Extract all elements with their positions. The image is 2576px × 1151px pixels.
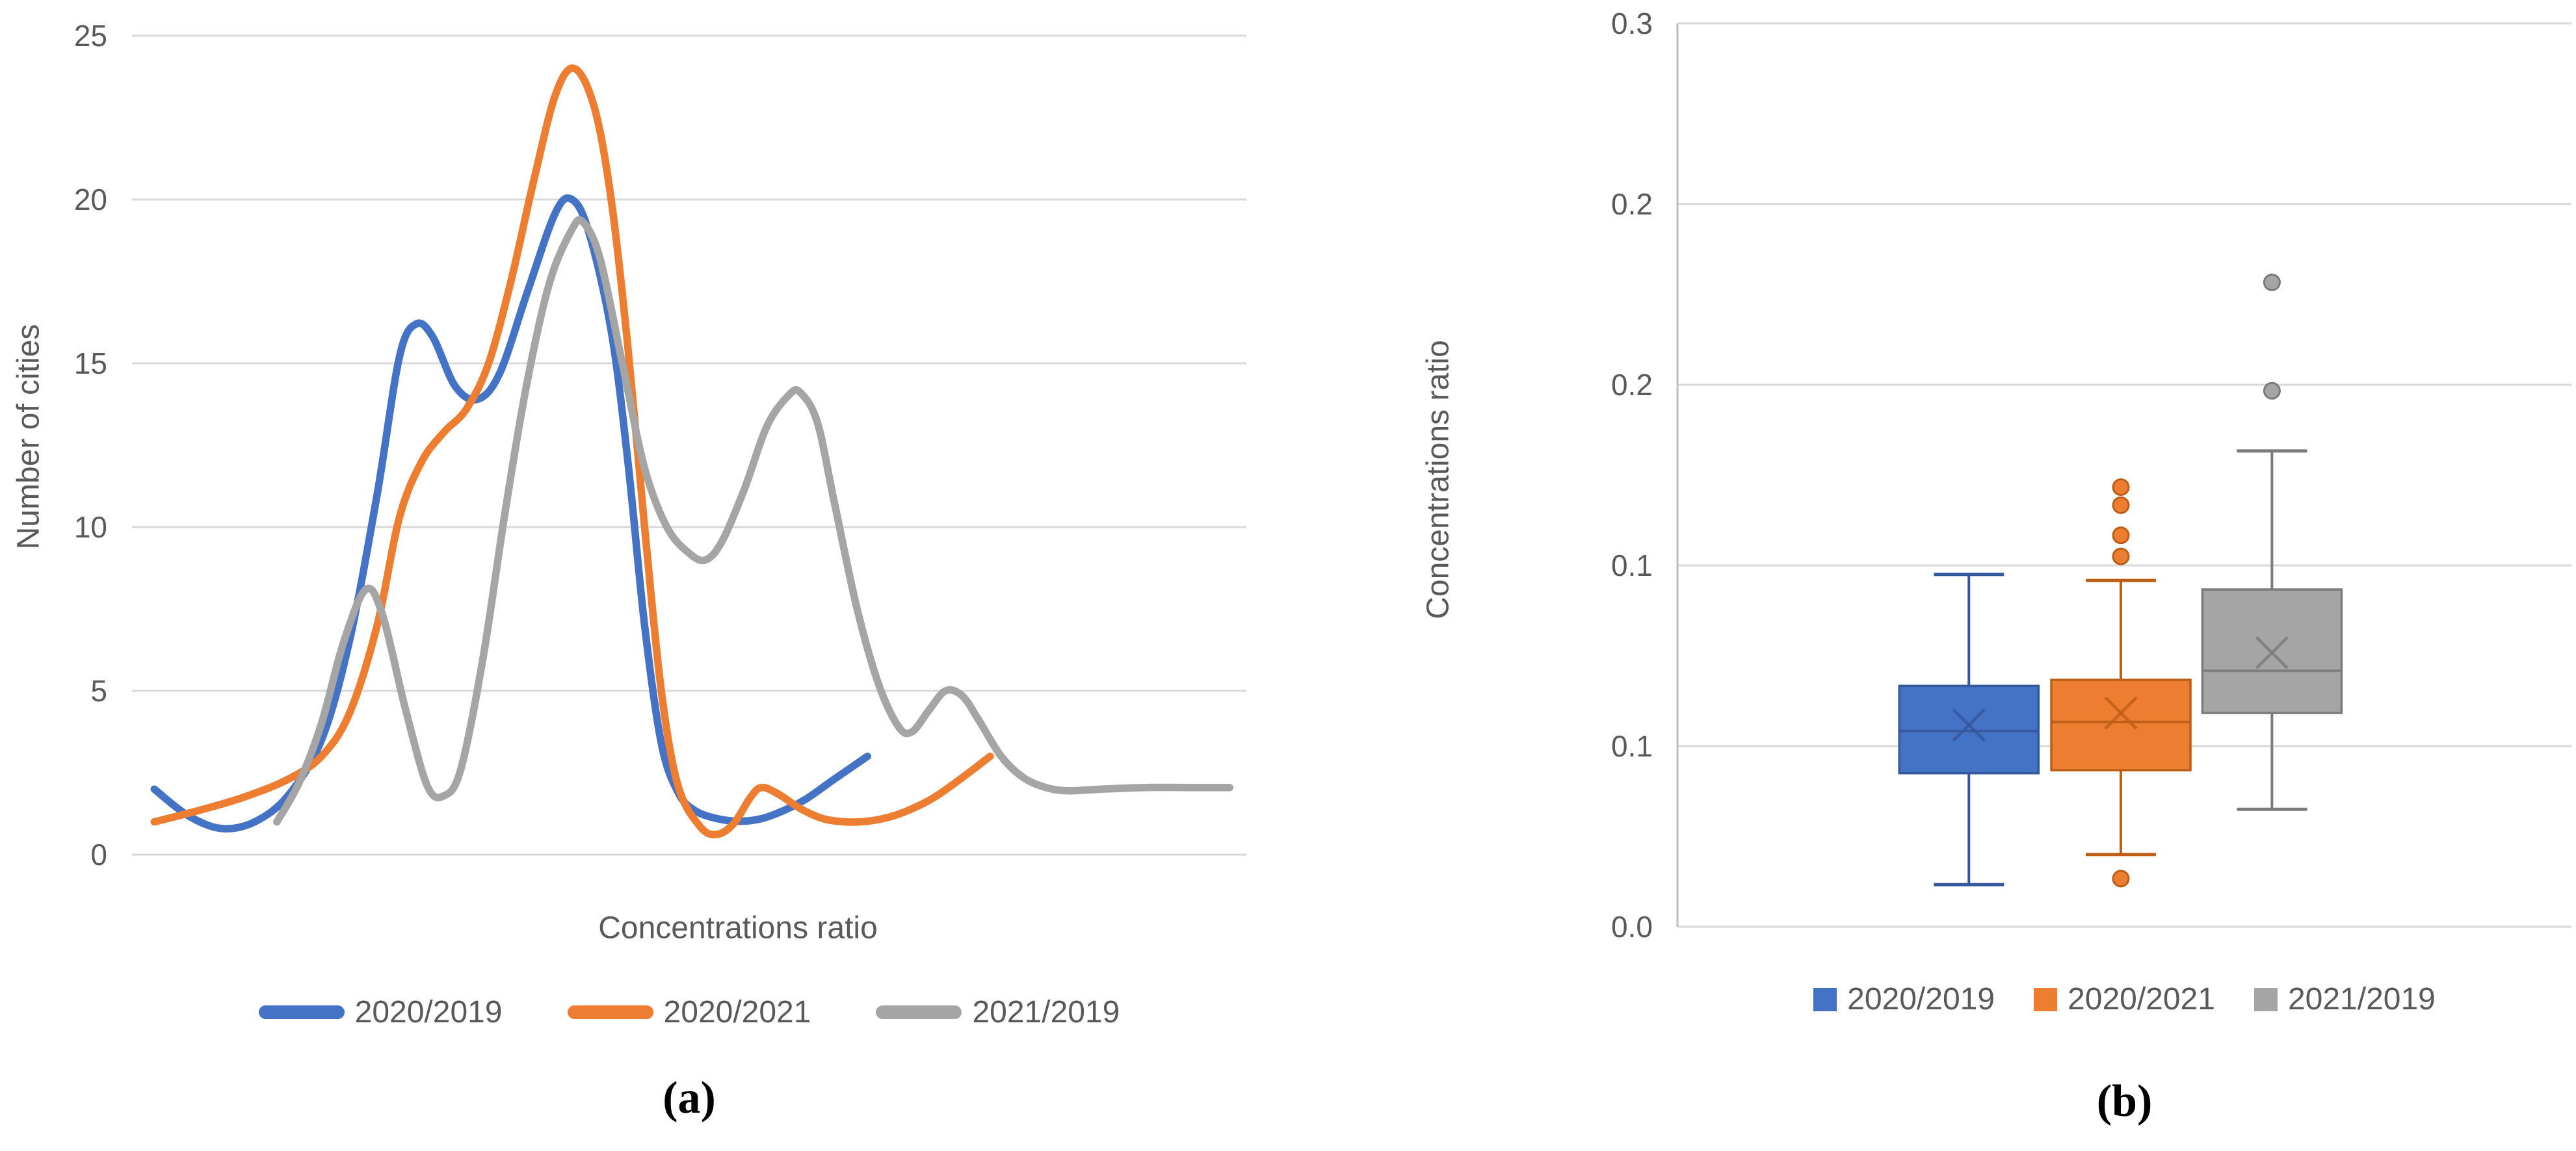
y-axis-title-a: Number of cities (11, 324, 46, 550)
line-chart-canvas: 25 20 15 10 5 0 (74, 19, 1246, 872)
box-chart-canvas: 0.3 0.2 0.2 0.1 0.1 0.0 (1611, 6, 2571, 944)
legend-b: 2020/2019 2020/2021 2021/2019 (1677, 981, 2571, 1017)
outlier-dot (2112, 870, 2130, 888)
box-group-2021/2019 (2201, 273, 2343, 811)
y-tick-label: 0.1 (1611, 549, 1653, 582)
legend-square-swatch-orange (2034, 987, 2058, 1011)
y-tick-label: 25 (74, 19, 107, 53)
y-tick-label: 0.2 (1611, 368, 1653, 402)
legend-item: 2021/2019 (2254, 981, 2436, 1017)
legend-square-swatch-blue (1813, 987, 1837, 1011)
iqr-box (2050, 679, 2192, 771)
series-line-2021/2019 (273, 216, 1234, 826)
caption-a: (a) (663, 1073, 716, 1123)
panel-line-chart: 25 20 15 10 5 0 Number of cities Concentratio… (0, 0, 1287, 1151)
x-axis-title-a: Concentrations ratio (598, 911, 878, 946)
outlier-dot (2112, 526, 2130, 545)
legend-a: 2020/2019 2020/2021 2021/2019 (132, 994, 1246, 1030)
y-tick-label: 0.1 (1611, 729, 1653, 763)
legend-item: 2020/2021 (2034, 981, 2215, 1017)
legend-label: 2020/2021 (663, 995, 811, 1029)
box-group-2020/2019 (1898, 573, 2040, 886)
mean-marker (2104, 696, 2138, 730)
legend-item: 2020/2019 (1813, 981, 1995, 1017)
mean-marker (2255, 636, 2289, 669)
y-tick-label: 0 (90, 838, 107, 872)
legend-label: 2020/2019 (1847, 982, 1995, 1016)
y-tick-label: 0.2 (1611, 187, 1653, 221)
legend-square-swatch-gray (2254, 987, 2278, 1011)
iqr-box (1898, 684, 2040, 775)
legend-label: 2021/2019 (2287, 982, 2436, 1016)
legend-label: 2021/2019 (972, 995, 1120, 1029)
y-tick-label: 5 (90, 674, 107, 708)
caption-b: (b) (2096, 1076, 2153, 1126)
legend-item: 2020/2021 (567, 994, 811, 1030)
y-axis-title-b: Concentrations ratio (1421, 340, 1456, 619)
legend-label: 2020/2019 (354, 995, 503, 1029)
y-tick-label: 20 (74, 183, 107, 216)
box-group-2020/2021 (2050, 478, 2192, 888)
y-tick-label: 0.3 (1611, 6, 1653, 40)
legend-item: 2021/2019 (876, 994, 1120, 1030)
y-tick-label: 10 (74, 510, 107, 544)
outlier-dot (2263, 382, 2281, 400)
legend-line-swatch-orange (567, 1005, 653, 1019)
series-line-2020/2019 (150, 194, 871, 833)
legend-label: 2020/2021 (2068, 982, 2215, 1016)
legend-line-swatch-gray (876, 1005, 962, 1019)
legend-line-swatch-blue (258, 1005, 345, 1019)
series-line-2020/2021 (150, 64, 994, 838)
outlier-dot (2263, 273, 2281, 291)
y-tick-label: 15 (74, 346, 107, 380)
y-tick-label: 0.0 (1611, 910, 1653, 944)
mean-marker (1952, 708, 1986, 742)
legend-item: 2020/2019 (258, 994, 503, 1030)
outlier-dot (2112, 547, 2130, 565)
panel-box-chart: 0.3 0.2 0.2 0.1 0.1 0.0 Concentrations ratio … (1287, 0, 2576, 1151)
outlier-dot (2112, 496, 2130, 514)
outlier-dot (2112, 478, 2130, 497)
